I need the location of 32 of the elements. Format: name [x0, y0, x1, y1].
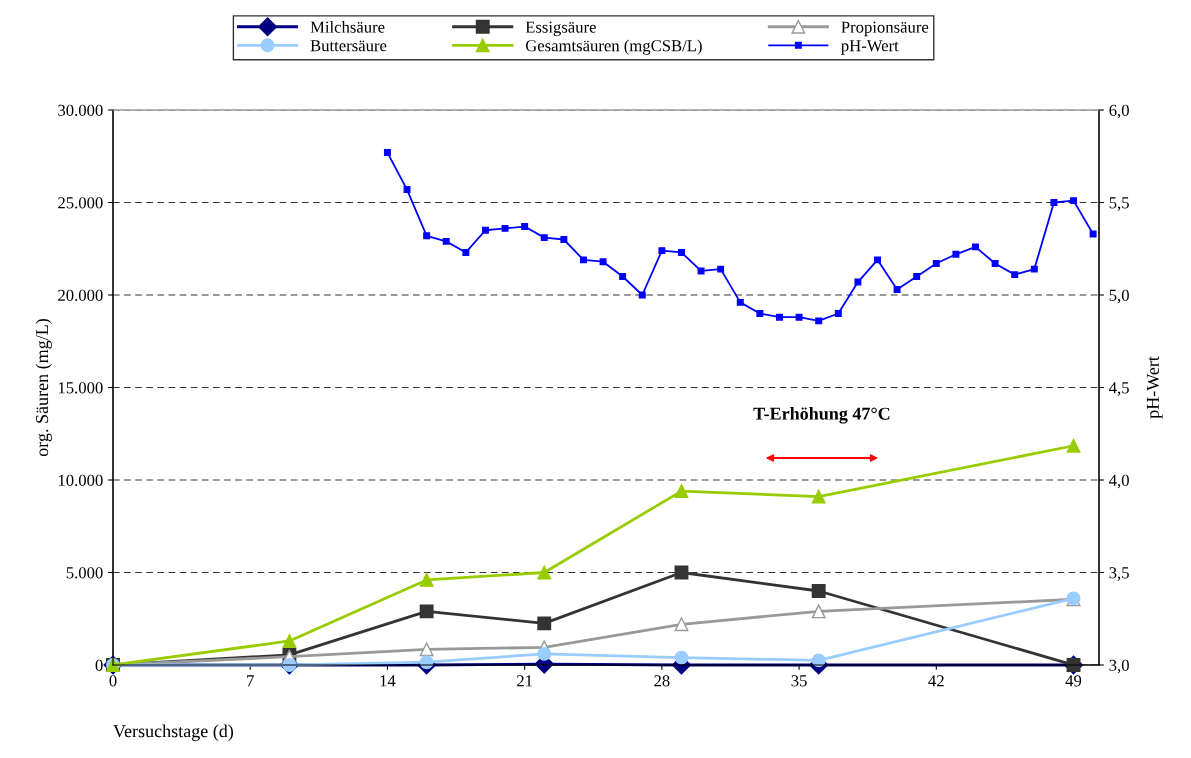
- annotation: T-Erhöhung 47°C: [753, 407, 890, 424]
- legend-label: Propionsäure: [841, 21, 929, 37]
- x-tick-label: 28: [654, 675, 670, 687]
- x-axis-title: Versuchstage (d): [113, 724, 234, 741]
- y2-tick-label: 5,5: [1109, 197, 1129, 211]
- y-tick-label: 0: [95, 659, 103, 671]
- x-tick-label: 35: [791, 675, 807, 687]
- y-tick-label: 25.000: [58, 197, 103, 209]
- legend-label: Essigsäure: [525, 21, 596, 37]
- x-tick-label: 21: [517, 675, 532, 687]
- y2-axis-title: pH-Wert: [1146, 356, 1163, 419]
- y2-tick-label: 4,0: [1109, 474, 1129, 489]
- y-tick-label: 10.000: [58, 474, 103, 487]
- y-tick-label: 15.000: [58, 382, 103, 394]
- y2-tick-label: 3,5: [1109, 567, 1129, 581]
- y2-tick-label: 6,0: [1109, 104, 1129, 119]
- y-axis-title: org. Säuren (mg/L): [35, 319, 52, 457]
- legend-label: pH-Wert: [841, 40, 899, 55]
- legend-label: Gesamtsäuren (mgCSB/L): [525, 39, 702, 55]
- x-tick-label: 7: [247, 675, 254, 687]
- x-tick-label: 0: [109, 675, 117, 687]
- y-tick-label: 30.000: [58, 104, 103, 117]
- y2-tick-label: 4,5: [1109, 382, 1129, 396]
- y-tick-label: 5.000: [66, 567, 103, 579]
- x-tick-label: 49: [1065, 675, 1082, 687]
- y2-tick-label: 5,0: [1109, 289, 1129, 304]
- legend-label: Buttersäure: [310, 40, 387, 52]
- x-tick-label: 14: [380, 675, 396, 687]
- y2-tick-label: 3,0: [1109, 659, 1129, 674]
- y-tick-label: 20.000: [58, 289, 103, 302]
- legend-label: Milchsäure: [310, 21, 385, 33]
- x-tick-label: 42: [928, 675, 944, 687]
